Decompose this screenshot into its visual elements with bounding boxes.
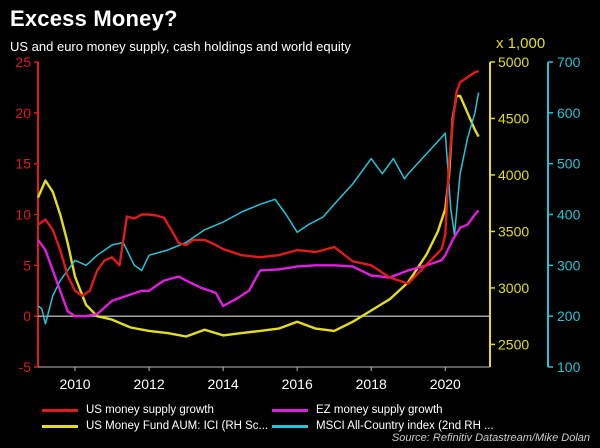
money-fund-aum-line <box>36 94 480 338</box>
chart-subtitle: US and euro money supply, cash holdings … <box>10 39 351 54</box>
right-axis-1-label: 2500 <box>498 336 529 352</box>
right-axis-1-label: 3000 <box>498 280 529 296</box>
right-axis-2-label: 700 <box>557 54 581 70</box>
ez-money-supply-line <box>37 209 480 318</box>
left-axis-label: 0 <box>23 308 31 324</box>
legend-swatch <box>272 424 308 428</box>
legend: US money supply growth EZ money supply g… <box>0 396 600 448</box>
legend-swatch <box>42 424 78 428</box>
left-axis-label: 25 <box>15 54 31 70</box>
left-axis-label: 20 <box>15 105 31 121</box>
us-money-supply-line <box>37 69 479 297</box>
right-axis-1-label: 3500 <box>498 223 529 239</box>
right-axis-1-label: 4500 <box>498 110 529 126</box>
chart-title: Excess Money? <box>10 6 178 31</box>
legend-label: EZ money supply growth <box>316 404 443 416</box>
legend-item-msci: MSCI All-Country index (2nd RH ... <box>272 420 494 432</box>
legend-item-ez-money-supply: EZ money supply growth <box>272 404 443 416</box>
right-axis-2-label: 400 <box>557 207 581 223</box>
right-axis-2-label: 100 <box>557 359 581 375</box>
legend-swatch <box>272 408 308 412</box>
source-note: Source: Refinitiv Datastream/Mike Dolan <box>391 432 590 444</box>
x-axis-label: 2020 <box>430 376 461 392</box>
right-axis-2-label: 600 <box>557 105 581 121</box>
left-axis-label: 5 <box>23 257 31 273</box>
x-axis-label: 2016 <box>282 376 313 392</box>
msci-index-line <box>37 92 480 325</box>
right-axis-2-label: 200 <box>557 308 581 324</box>
left-axis-label: 10 <box>15 207 31 223</box>
legend-label: US money supply growth <box>86 404 214 416</box>
legend-item-us-money-fund: US Money Fund AUM: ICI (RH Sc... <box>42 420 268 432</box>
x-axis-label: 2010 <box>59 376 90 392</box>
left-axis-label: 15 <box>15 156 31 172</box>
left-axis-label: -5 <box>19 359 32 375</box>
x-axis-label: 2012 <box>133 376 164 392</box>
legend-label: MSCI All-Country index (2nd RH ... <box>316 420 494 432</box>
right-axis-2-label: 300 <box>557 257 581 273</box>
right-axis-unit: x 1,000 <box>496 35 546 52</box>
legend-label: US Money Fund AUM: ICI (RH Sc... <box>86 420 269 432</box>
x-axis-label: 2018 <box>356 376 387 392</box>
legend-swatch <box>42 408 78 412</box>
right-axis-1-label: 5000 <box>498 54 529 70</box>
x-axis-label: 2014 <box>208 376 239 392</box>
legend-item-us-money-supply: US money supply growth <box>42 404 214 416</box>
right-axis-2-label: 500 <box>557 156 581 172</box>
right-axis-1-label: 4000 <box>498 167 529 183</box>
